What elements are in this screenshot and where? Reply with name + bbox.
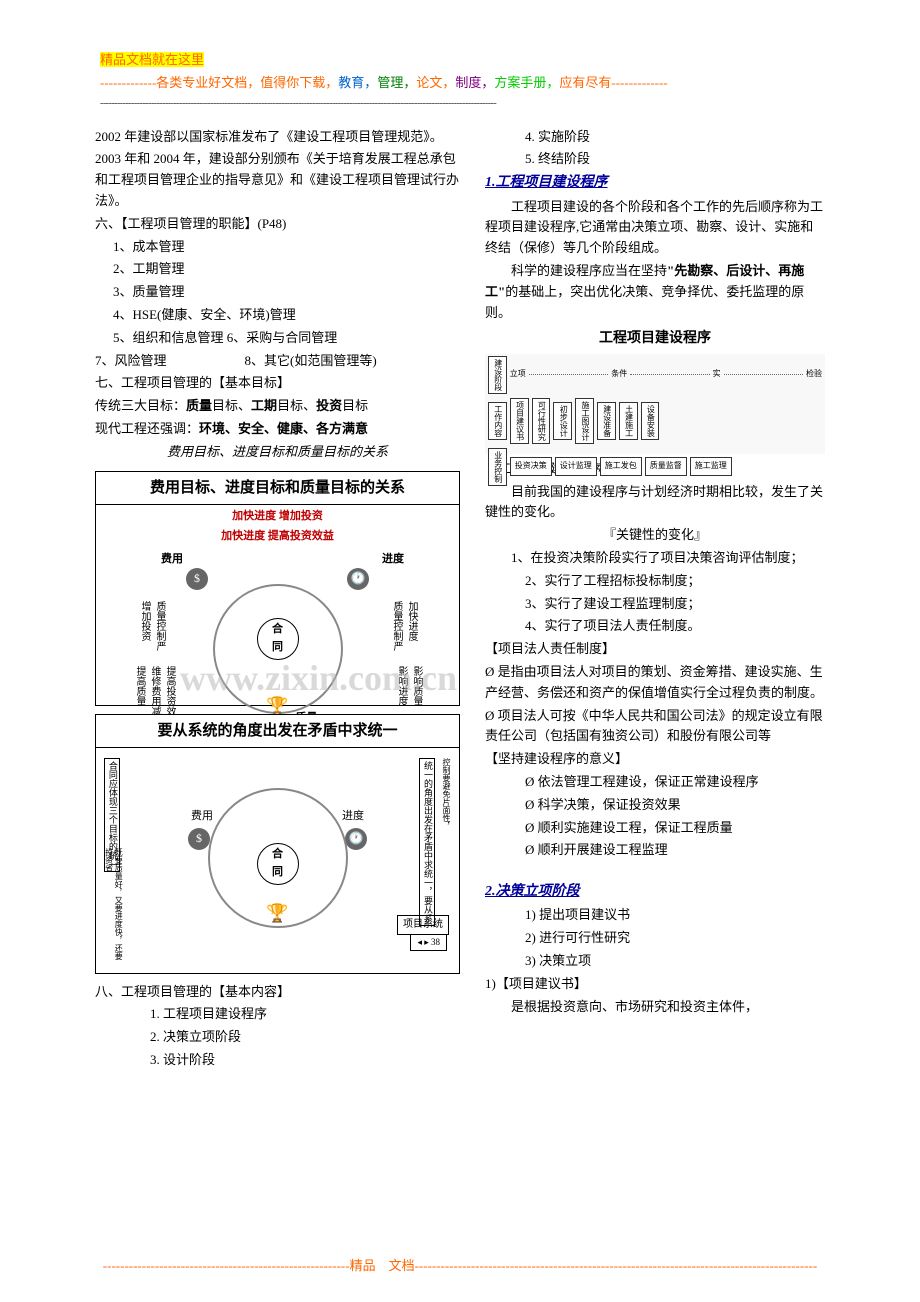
trophy-icon: 🏆: [266, 899, 288, 928]
list-item: 2. 决策立项阶段: [95, 1027, 460, 1048]
para: 1)【项目建议书】: [485, 974, 825, 995]
header-line1: 精品文档就在这里: [100, 52, 204, 67]
footer: ----------------------------------------…: [0, 1256, 920, 1277]
list-item: 2、实行了工程招标投标制度；: [485, 571, 825, 592]
para: 目前我国的建设程序与计划经济时期相比较，发生了关键性的变化。: [485, 482, 825, 524]
list-item: Ø 顺利实施建设工程，保证工程质量: [485, 818, 825, 839]
para: 传统三大目标：质量目标、工期目标、投资目标: [95, 396, 460, 417]
para: Ø 是指由项目法人对项目的策划、资金筹措、建设实施、生产经营、务偿还和资产的保值…: [485, 662, 825, 704]
list-item: 3. 设计阶段: [95, 1050, 460, 1071]
list-item: 4. 实施阶段: [485, 127, 825, 148]
para: 工程项目建设的各个阶段和各个工作的先后顺序称为工程项目建设程序,它通常由决策立项…: [485, 197, 825, 259]
list-item: 2、工期管理: [95, 259, 460, 280]
para: 2003 年和 2004 年，建设部分别颁布《关于培育发展工程总承包和工程项目管…: [95, 149, 460, 211]
subheading: 『关键性的变化』: [485, 525, 825, 546]
list-item: 3、实行了建设工程监理制度；: [485, 594, 825, 615]
para: 【坚持建设程序的意义】: [485, 749, 825, 770]
diagram2-title: 要从系统的角度出发在矛盾中求统一: [96, 715, 459, 748]
para: 现代工程还强调：环境、安全、健康、各方满意: [95, 419, 460, 440]
clock-icon: 🕐: [345, 828, 367, 850]
list-item: 5、组织和信息管理 6、采购与合同管理: [95, 328, 460, 349]
list-item: 1. 工程项目建设程序: [95, 1004, 460, 1025]
para: 2002 年建设部以国家标准发布了《建设工程项目管理规范》。: [95, 127, 460, 148]
list-item: Ø 顺利开展建设工程监理: [485, 840, 825, 861]
list-item: 2) 进行可行性研究: [485, 928, 825, 949]
right-column: 4. 实施阶段 5. 终结阶段 1.工程项目建设程序 工程项目建设的各个阶段和各…: [485, 127, 825, 1073]
list-item: 1) 提出项目建议书: [485, 905, 825, 926]
list-item: 1、在投资决策阶段实行了项目决策咨询评估制度；: [485, 548, 825, 569]
list-item: 7、风险管理 8、其它(如范围管理等): [95, 351, 460, 372]
section-title: 2.决策立项阶段: [485, 884, 580, 899]
list-item: 3、质量管理: [95, 282, 460, 303]
list-item: 4、HSE(健康、安全、环境)管理: [95, 305, 460, 326]
list-item: 4、实行了项目法人责任制度。: [485, 616, 825, 637]
caption: 费用目标、进度目标和质量目标的关系: [95, 442, 460, 463]
list-item: 3) 决策立项: [485, 951, 825, 972]
header-line2: -------------各类专业好文档，值得你下载，教育，管理，论文，制度，方…: [100, 73, 820, 94]
diagram-cost-progress-quality: 费用目标、进度目标和质量目标的关系 加快进度 增加投资 加快进度 提高投资效益 …: [95, 471, 460, 706]
left-column: 2002 年建设部以国家标准发布了《建设工程项目管理规范》。 2003 年和 2…: [95, 127, 460, 1073]
list-item: Ø 科学决策，保证投资效果: [485, 795, 825, 816]
para: Ø 项目法人可按《中华人民共和国公司法》的规定设立有限责任公司（包括国有独资公司…: [485, 706, 825, 748]
para: 八、工程项目管理的【基本内容】: [95, 982, 460, 1003]
para: 【项目法人责任制度】: [485, 639, 825, 660]
list-item: Ø 依法管理工程建设，保证正常建设程序: [485, 772, 825, 793]
cost-icon: $: [186, 568, 208, 590]
diagram-system-unity: 要从系统的角度出发在矛盾中求统一 合同应体现三个目标的统一 既要质量好，又要进度…: [95, 714, 460, 974]
list-item: 1、成本管理: [95, 237, 460, 258]
para: 科学的建设程序应当在坚持"先勘察、后设计、再施工"的基础上，突出优化决策、竞争择…: [485, 261, 825, 323]
contract-center: 合同: [257, 618, 299, 660]
cost-icon: $: [188, 828, 210, 850]
header-divider: ----------------------------------------…: [100, 96, 820, 112]
para: 六、【工程项目管理的职能】(P48): [95, 214, 460, 235]
flowchart-construction-procedure: 工程项目建设程序 建设阶段 立项 条件 实 检验 工作内容 项目建议书 可行性研…: [485, 328, 825, 453]
section-title: 1.工程项目建设程序: [485, 175, 608, 190]
diagram-title: 费用目标、进度目标和质量目标的关系: [96, 472, 459, 505]
list-item: 5. 终结阶段: [485, 149, 825, 170]
clock-icon: 🕐: [347, 568, 369, 590]
para: 是根据投资意向、市场研究和投资主体件，: [485, 997, 825, 1018]
para: 七、工程项目管理的【基本目标】: [95, 373, 460, 394]
